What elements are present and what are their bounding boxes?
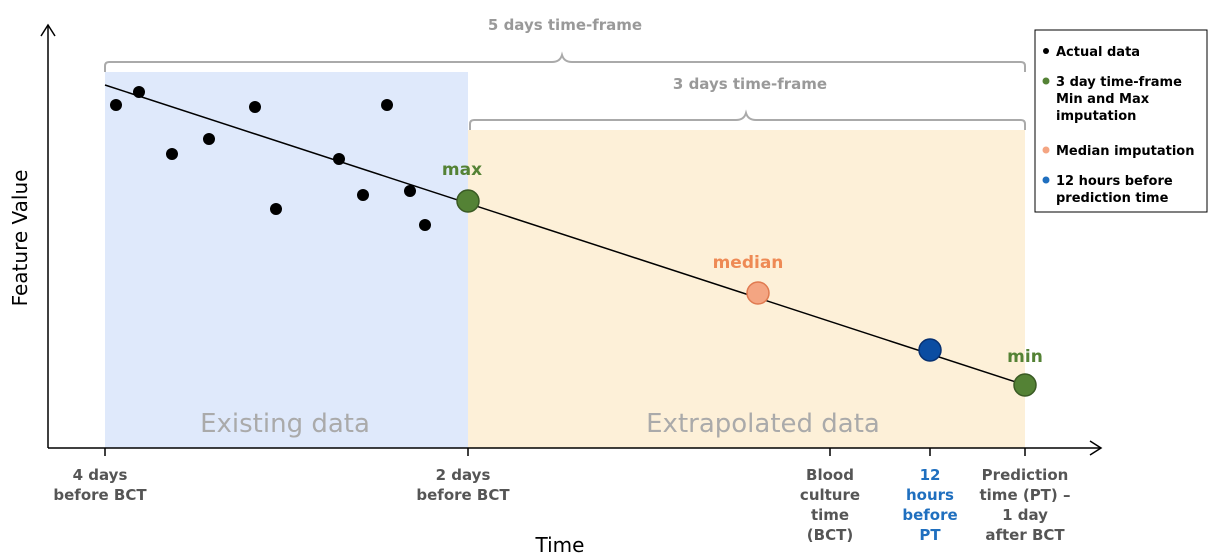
- y-axis-label: Feature Value: [8, 170, 32, 307]
- x-tick-label: (BCT): [807, 526, 853, 544]
- point-label: min: [1007, 347, 1043, 367]
- region-label: Extrapolated data: [646, 409, 880, 439]
- x-tick-label: time: [811, 506, 849, 524]
- dot: [203, 133, 215, 145]
- arrow: [1089, 440, 1103, 456]
- dot: [404, 185, 416, 197]
- x-tick-label: 2 days: [436, 466, 491, 484]
- x-tick-label: Prediction: [982, 466, 1069, 484]
- legend-labels: Actual data 3 day time-frame Min and Max im…: [1056, 45, 1194, 206]
- bracket: [104, 51, 1026, 72]
- median-point: [746, 281, 770, 305]
- x-tick-label: hours: [906, 486, 954, 504]
- x-tick-label: before BCT: [416, 486, 510, 504]
- existing-region: [105, 72, 468, 448]
- point-label: median: [713, 253, 784, 273]
- x-tick-label: 4 days: [73, 466, 128, 484]
- x-axis-label: Time: [535, 533, 585, 557]
- bracket-label: 3 days time-frame: [673, 75, 827, 93]
- x-tick-label: before BCT: [53, 486, 147, 504]
- pt-point: [918, 338, 942, 362]
- x-tick-label: culture: [800, 486, 860, 504]
- legend-label: 3 day time-frame: [1056, 75, 1182, 90]
- legend-marker: [1043, 48, 1049, 54]
- dot: [166, 148, 178, 160]
- legend-label: Median imputation: [1056, 144, 1194, 159]
- tick-marks: [104, 448, 1026, 456]
- arrow: [40, 23, 56, 37]
- legend-label: 12 hours before: [1056, 174, 1173, 189]
- legend-marker: [1042, 146, 1050, 154]
- legend-label: imputation: [1056, 109, 1136, 124]
- legend-label: Actual data: [1056, 45, 1140, 60]
- x-tick-label: PT: [919, 526, 941, 544]
- dot: [357, 189, 369, 201]
- dot: [110, 99, 122, 111]
- trend-line: [104, 84, 1026, 386]
- extrapolated-region: [468, 130, 1025, 448]
- point-label: max: [442, 160, 482, 180]
- x-tick-label: Blood: [806, 466, 854, 484]
- tick-labels: 4 days before BCT 2 days before BCT Blood cul…: [53, 466, 1070, 544]
- bracket: [469, 109, 1026, 130]
- legend-label: prediction time: [1056, 191, 1169, 206]
- dot: [133, 86, 145, 98]
- legend-marker: [1042, 77, 1050, 85]
- x-tick-label: after BCT: [985, 526, 1065, 544]
- dot: [333, 153, 345, 165]
- x-tick-label: time (PT) –: [980, 486, 1071, 504]
- dot: [381, 99, 393, 111]
- min-point: [1013, 373, 1037, 397]
- x-tick-label: 1 day: [1002, 506, 1048, 524]
- legend: [1034, 29, 1208, 213]
- dot: [419, 219, 431, 231]
- actual-points: [110, 86, 431, 231]
- max-point: [456, 189, 480, 213]
- x-tick-label: before: [902, 506, 957, 524]
- dot: [249, 101, 261, 113]
- x-tick-label: 12: [920, 466, 941, 484]
- region-label: Existing data: [200, 409, 370, 439]
- legend-label: Min and Max: [1056, 92, 1150, 107]
- bracket-label: 5 days time-frame: [488, 16, 642, 34]
- dot: [270, 203, 282, 215]
- legend-marker: [1042, 176, 1050, 184]
